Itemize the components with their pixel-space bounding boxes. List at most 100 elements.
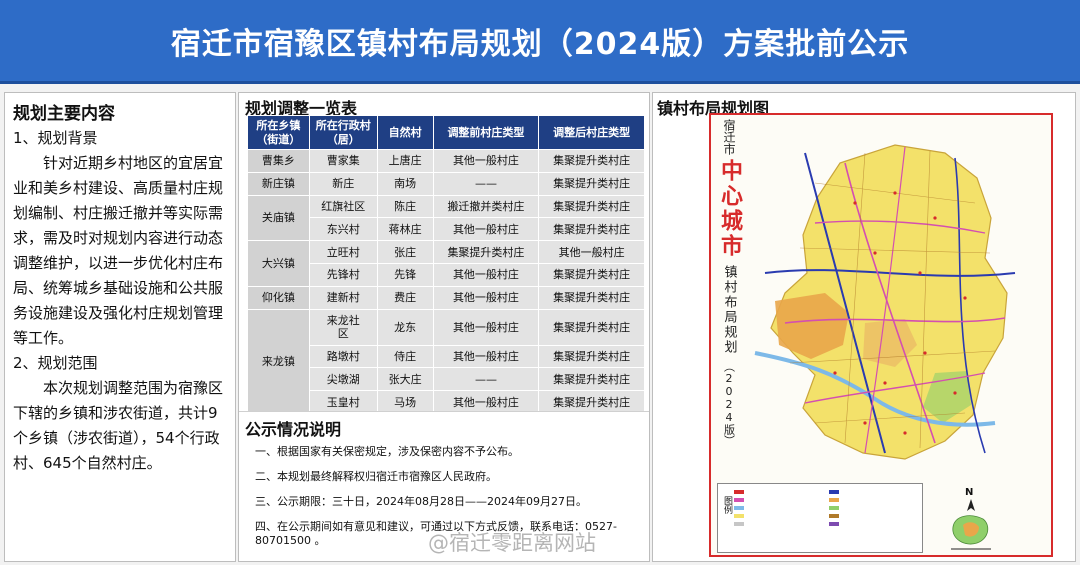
notice-item: 四、在公示期间如有意见和建议，可通过以下方式反馈，联系电话：0527-80701… bbox=[255, 520, 617, 547]
cell-natural: 侍庄 bbox=[376, 344, 434, 369]
table-row: 路墩村 侍庄 其他一般村庄 集聚提升类村庄 bbox=[248, 344, 645, 369]
cell-after: 集聚提升类村庄 bbox=[538, 367, 645, 392]
legend-swatch bbox=[829, 512, 920, 519]
cell-admin: 东兴村 bbox=[308, 217, 378, 242]
cell-town: 来龙镇 bbox=[247, 308, 310, 414]
legend-swatch bbox=[829, 496, 920, 503]
cell-after: 集聚提升类村庄 bbox=[538, 262, 645, 287]
adjustment-panel: 规划调整一览表 所在乡镇（街道） 所在行政村（居） 自然村 调整前村庄类型 调整… bbox=[238, 92, 650, 562]
map-legend: 图例 bbox=[717, 483, 923, 553]
cell-natural: 先锋 bbox=[376, 262, 434, 287]
sheet-plan-title: 镇村布局规划 bbox=[721, 265, 737, 355]
cell-admin: 曹家集 bbox=[308, 149, 378, 173]
plan-content-panel: 规划主要内容 1、规划背景 针对近期乡村地区的宜居宜业和美乡村建设、高质量村庄规… bbox=[4, 92, 236, 562]
sheet-city: 宿迁市 bbox=[722, 119, 736, 155]
background-text: 针对近期乡村地区的宜居宜业和美乡村建设、高质量村庄规划编制、村庄搬迁撤并等实际需… bbox=[13, 154, 224, 347]
legend-label: 图例 bbox=[722, 496, 732, 514]
cell-admin: 路墩村 bbox=[308, 344, 378, 369]
cell-town: 关庙镇 bbox=[247, 194, 310, 242]
legend-swatch bbox=[829, 504, 920, 511]
page-title: 宿迁市宿豫区镇村布局规划（2024版）方案批前公示 bbox=[170, 26, 910, 62]
plan-content-title: 规划主要内容 bbox=[13, 104, 115, 124]
cell-admin: 来龙社区 bbox=[308, 308, 378, 346]
cell-admin: 立旺村 bbox=[308, 240, 378, 264]
cell-natural: 蒋林庄 bbox=[376, 217, 434, 242]
table-row: 来龙镇 来龙社区 龙东 其他一般村庄 集聚提升类村庄 bbox=[247, 308, 645, 414]
district-map[interactable] bbox=[745, 123, 1045, 479]
cell-town: 仰化镇 bbox=[247, 285, 310, 310]
table-header-row: 所在乡镇（街道） 所在行政村（居） 自然村 调整前村庄类型 调整后村庄类型 bbox=[247, 115, 645, 150]
cell-before: 集聚提升类村庄 bbox=[432, 240, 540, 264]
legend-swatch bbox=[829, 520, 920, 527]
table-row: 曹集乡 曹家集 上唐庄 其他一般村庄 集聚提升类村庄 bbox=[247, 149, 645, 173]
table-row: 玉皇村 马场 其他一般村庄 集聚提升类村庄 bbox=[248, 390, 645, 414]
header-admin-village: 所在行政村（居） bbox=[308, 115, 378, 150]
cell-before: —— bbox=[432, 367, 540, 392]
cell-before: 搬迁撤并类村庄 bbox=[432, 194, 540, 219]
cell-after: 集聚提升类村庄 bbox=[538, 308, 645, 346]
legend-swatch bbox=[734, 520, 825, 527]
header-banner: 宿迁市宿豫区镇村布局规划（2024版）方案批前公示 bbox=[0, 0, 1080, 84]
highway bbox=[804, 152, 886, 454]
table-row: 仰化镇 建新村 费庄 其他一般村庄 集聚提升类村庄 bbox=[247, 285, 645, 310]
village-markers bbox=[833, 191, 967, 435]
map-sheet-title: 宿迁市 中心城市 镇村布局规划 （2024版） bbox=[717, 119, 742, 479]
cell-after: 集聚提升类村庄 bbox=[538, 194, 645, 219]
green-area bbox=[923, 371, 971, 423]
table-row: 关庙镇 红旗社区 陈庄 搬迁撤并类村庄 集聚提升类村庄 bbox=[247, 194, 645, 242]
map-sheet: 宿迁市 中心城市 镇村布局规划 （2024版） bbox=[709, 113, 1053, 557]
cell-admin: 尖墩湖 bbox=[308, 367, 378, 392]
legend-swatch bbox=[734, 496, 825, 503]
notice-title: 公示情况说明 bbox=[239, 411, 649, 444]
table-row: 东兴村 蒋林庄 其他一般村庄 集聚提升类村庄 bbox=[248, 217, 645, 242]
cell-town: 曹集乡 bbox=[247, 149, 310, 173]
header-type-after: 调整后村庄类型 bbox=[538, 115, 645, 150]
cell-town: 大兴镇 bbox=[247, 240, 310, 287]
cell-town: 新庄镇 bbox=[247, 171, 310, 196]
table-row: 新庄镇 新庄 南场 —— 集聚提升类村庄 bbox=[247, 171, 645, 196]
cell-after: 集聚提升类村庄 bbox=[538, 171, 645, 196]
table-row: 尖墩湖 张大庄 —— 集聚提升类村庄 bbox=[248, 367, 645, 392]
notice-list: 一、根据国家有关保密规定，涉及保密内容不予公布。 二、本规划最终解释权归宿迁市宿… bbox=[255, 445, 645, 559]
cell-before: —— bbox=[432, 171, 540, 196]
cell-before: 其他一般村庄 bbox=[432, 262, 540, 287]
urban-area bbox=[775, 293, 849, 359]
legend-swatch bbox=[734, 512, 825, 519]
main-road bbox=[814, 220, 986, 234]
notice-item: 三、公示期限：三十日，2024年08月28日——2024年09月27日。 bbox=[255, 495, 587, 508]
cell-natural: 龙东 bbox=[376, 308, 434, 346]
notice-item: 二、本规划最终解释权归宿迁市宿豫区人民政府。 bbox=[255, 470, 497, 483]
legend-swatch bbox=[734, 488, 825, 495]
header-natural-village: 自然村 bbox=[376, 115, 434, 150]
main-road bbox=[844, 162, 936, 444]
cell-after: 集聚提升类村庄 bbox=[538, 149, 645, 173]
highway bbox=[764, 269, 1016, 277]
sheet-version: （2024版） bbox=[722, 361, 736, 446]
legend-swatch bbox=[829, 488, 920, 495]
header-town: 所在乡镇（街道） bbox=[247, 115, 310, 150]
cell-after: 集聚提升类村庄 bbox=[538, 285, 645, 310]
highway bbox=[954, 157, 986, 454]
cell-admin: 红旗社区 bbox=[308, 194, 378, 219]
north-label: N bbox=[965, 487, 974, 498]
cell-admin: 建新村 bbox=[308, 285, 378, 310]
cell-before: 其他一般村庄 bbox=[432, 308, 540, 346]
header-type-before: 调整前村庄类型 bbox=[432, 115, 540, 150]
scope-text: 本次规划调整范围为宿豫区下辖的乡镇和涉农街道，共计9个乡镇（涉农街道），54个行… bbox=[13, 379, 224, 472]
legend-swatch bbox=[734, 504, 825, 511]
notice-item: 一、根据国家有关保密规定，涉及保密内容不予公布。 bbox=[255, 445, 519, 458]
cell-admin: 新庄 bbox=[308, 171, 378, 196]
cell-natural: 张庄 bbox=[376, 240, 434, 264]
cell-after: 集聚提升类村庄 bbox=[538, 390, 645, 414]
background-heading: 1、规划背景 bbox=[13, 129, 98, 147]
watermark: @宿迁零距离网站 bbox=[428, 531, 596, 555]
north-arrow-and-locator: N bbox=[941, 487, 1001, 553]
main-road bbox=[864, 146, 906, 454]
sheet-center-title: 中心城市 bbox=[717, 159, 742, 259]
legend-swatches bbox=[734, 488, 920, 527]
cell-after: 集聚提升类村庄 bbox=[538, 344, 645, 369]
cell-before: 其他一般村庄 bbox=[432, 149, 540, 173]
cell-before: 其他一般村庄 bbox=[432, 390, 540, 414]
cell-before: 其他一般村庄 bbox=[432, 217, 540, 242]
urban-area-east bbox=[863, 319, 917, 367]
